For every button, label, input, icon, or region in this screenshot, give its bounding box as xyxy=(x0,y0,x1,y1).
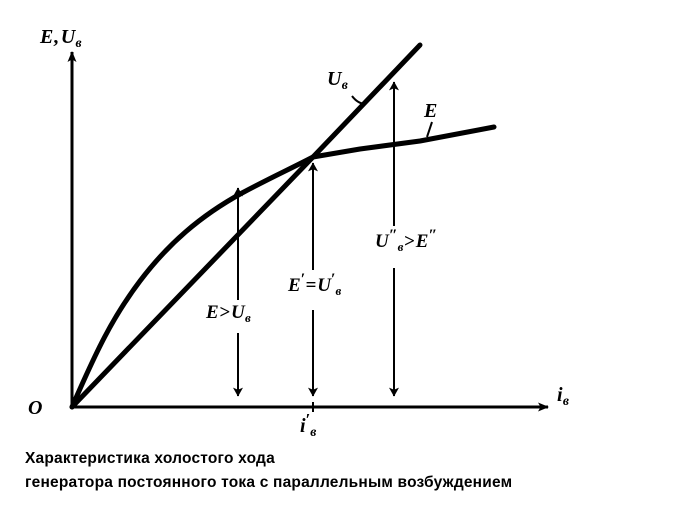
curve-label-e: E xyxy=(424,101,437,121)
magnetization-curve xyxy=(69,124,497,410)
curve-group xyxy=(69,42,497,410)
x-tick-label-main: i xyxy=(300,415,306,438)
axis-y-label-main: E xyxy=(40,26,54,48)
annotation-arrow-group xyxy=(233,81,399,397)
field-resistance-line xyxy=(69,42,423,410)
origin-label-text: O xyxy=(28,397,43,419)
annotation-left-operator: > xyxy=(219,302,231,323)
annotation-left: E>Uв xyxy=(206,303,251,325)
annotation-right-lhs: U xyxy=(375,230,389,252)
annotation-right-rhs: E xyxy=(415,230,429,252)
annotation-middle-operator: = xyxy=(305,274,317,296)
axis-y-label: E, Uв xyxy=(40,27,82,50)
axis-x-label: iв xyxy=(557,385,569,408)
annotation-middle-rhs: U xyxy=(317,274,331,296)
figure-caption: Характеристика холостого хода генератора… xyxy=(25,447,665,495)
curve-label-e-main: E xyxy=(424,100,438,122)
annotation-middle: E′=U′в xyxy=(288,271,342,298)
x-tick-label-sub: в xyxy=(310,424,317,440)
annotation-middle-rhs-prime: ′ xyxy=(330,271,336,288)
annotation-middle-rhs-sub: в xyxy=(335,282,342,298)
leader-e xyxy=(426,121,433,138)
axis-x-label-main: i xyxy=(557,384,563,406)
leader-group xyxy=(351,95,433,138)
axis-y-label-comma: , xyxy=(53,26,59,48)
origin-label: O xyxy=(28,398,42,418)
annotation-right-lhs-sub: в xyxy=(397,238,404,254)
axis-group xyxy=(67,51,549,412)
annotation-middle-lhs: E xyxy=(288,274,301,296)
annotation-right-lhs-prime: ″ xyxy=(388,227,398,244)
annotation-right-rhs-prime: ″ xyxy=(428,227,437,244)
caption-line-1: Характеристика холостого хода xyxy=(25,450,275,467)
annotation-left-rhs: U xyxy=(231,302,245,323)
curve-label-uv: Uв xyxy=(327,69,348,92)
annotation-middle-lhs-prime: ′ xyxy=(300,271,306,288)
annotation-right-operator: > xyxy=(404,230,415,252)
curve-label-uv-sub: в xyxy=(341,77,348,93)
leader-uv xyxy=(351,95,367,105)
x-tick-label-prime: ′ xyxy=(305,410,311,429)
curve-label-uv-main: U xyxy=(327,68,342,90)
axis-y-label-second-sub: в xyxy=(75,35,82,51)
annotation-left-lhs: E xyxy=(206,302,219,323)
axis-y-label-second: U xyxy=(60,26,76,48)
caption-line-2: генератора постоянного тока с параллельн… xyxy=(25,474,513,491)
annotation-left-rhs-sub: в xyxy=(245,310,251,326)
axis-x-label-sub: в xyxy=(562,393,569,409)
annotation-right: U″в>E″ xyxy=(375,227,437,254)
x-tick-label-ib: i′в xyxy=(300,411,316,439)
